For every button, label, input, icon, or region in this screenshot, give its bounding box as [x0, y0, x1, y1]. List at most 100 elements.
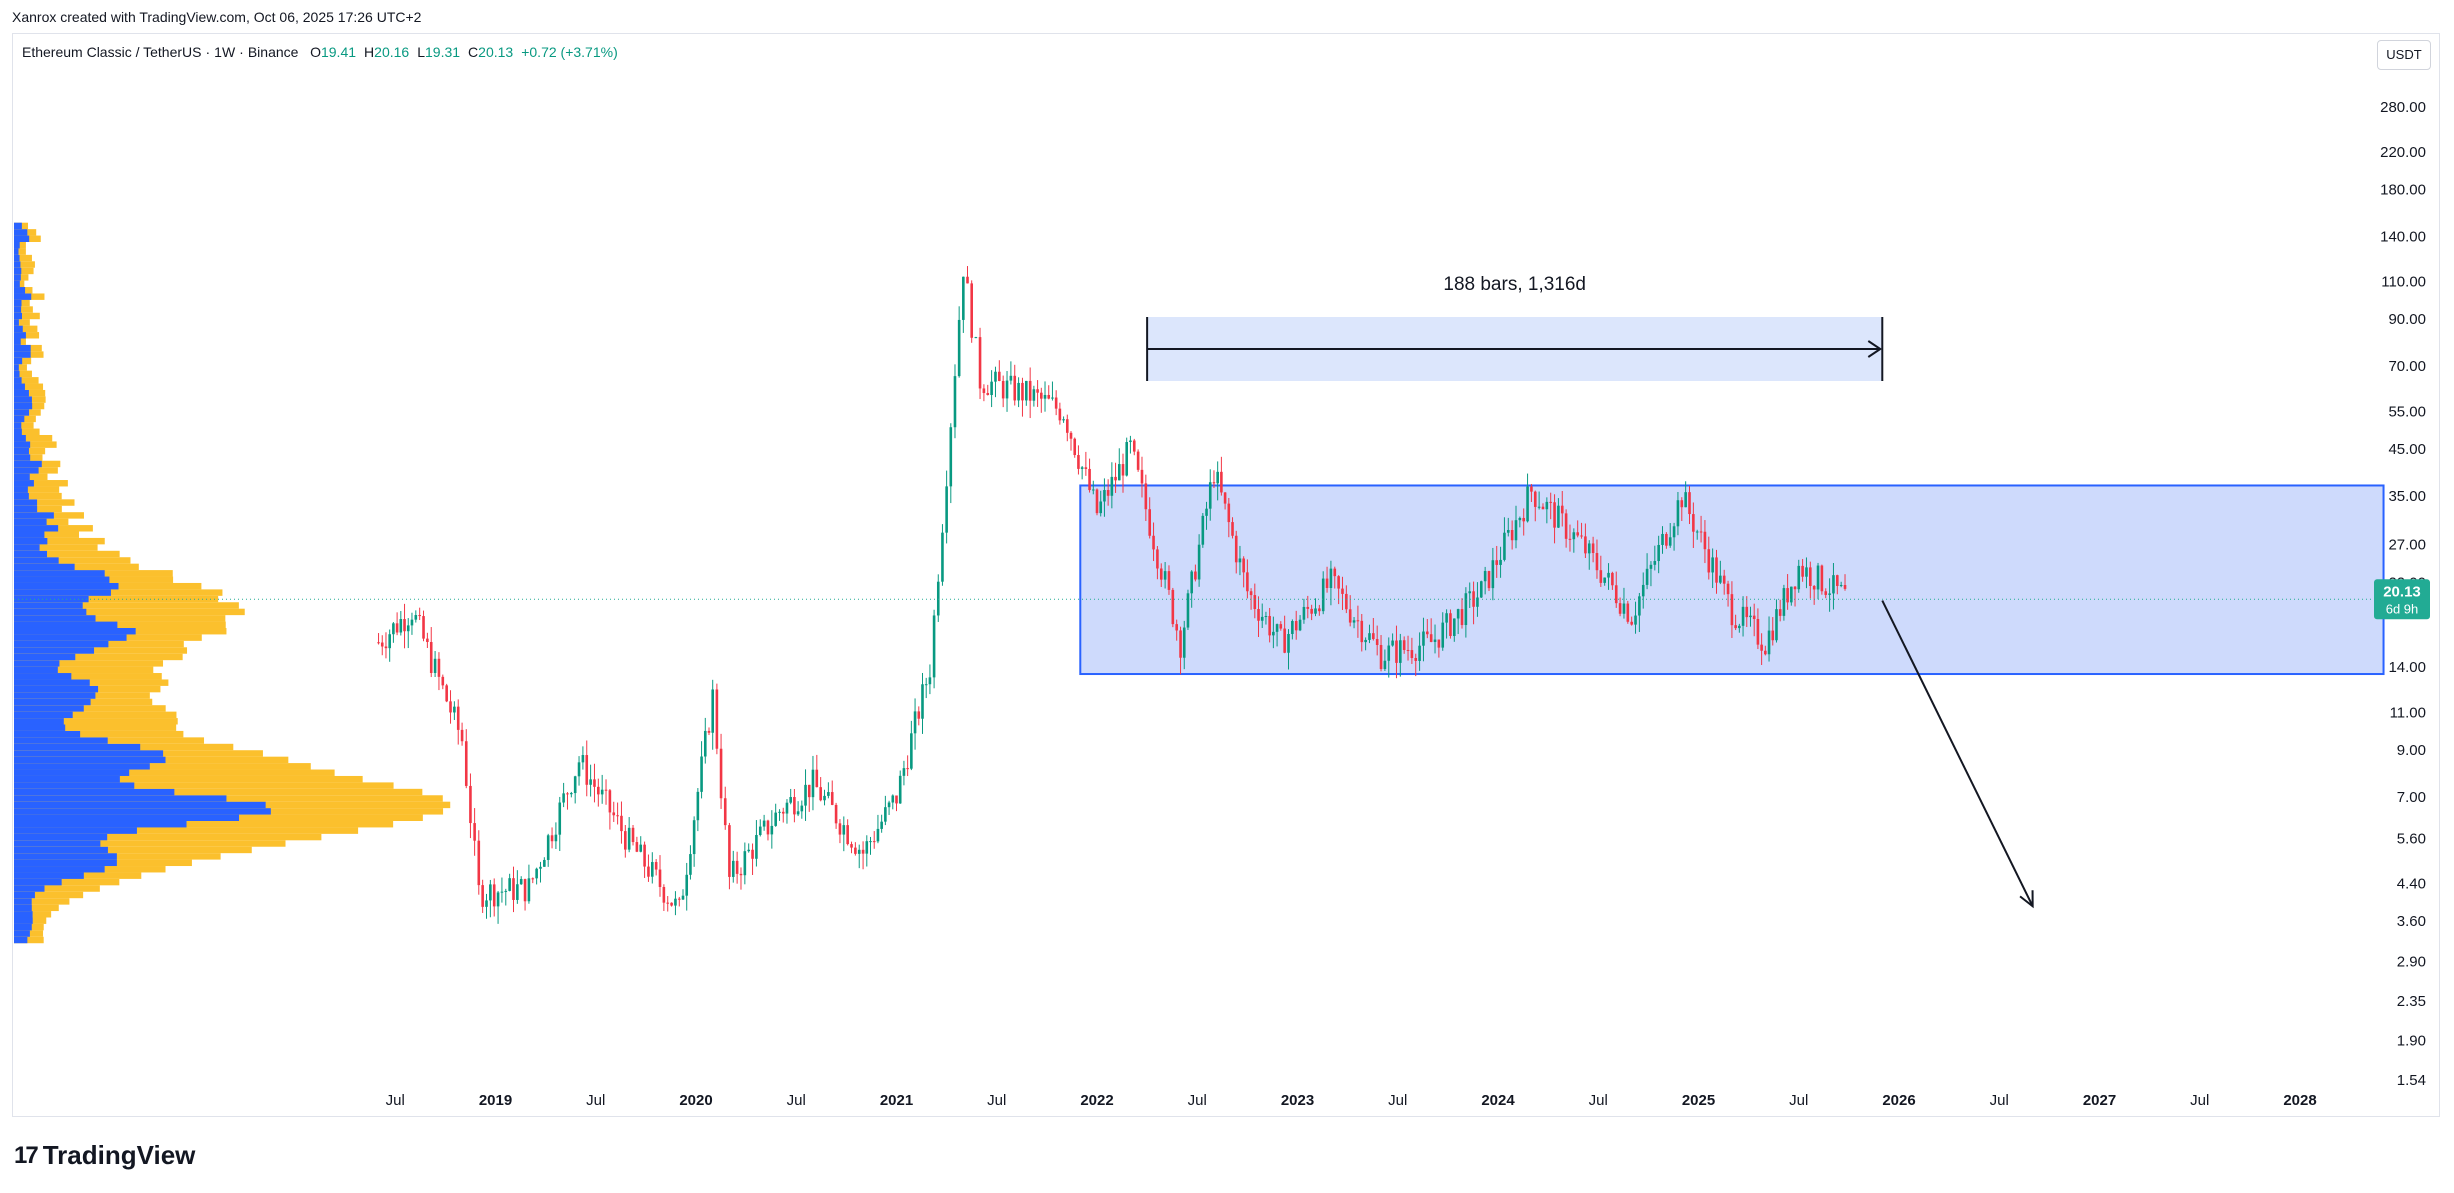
candle-body [1549, 501, 1552, 503]
candle-body [887, 802, 891, 808]
tradingview-brand[interactable]: 17 TradingView [14, 1140, 195, 1171]
candle-body [1433, 639, 1437, 642]
candle-body [1460, 609, 1464, 626]
candle-body [838, 823, 842, 835]
volume-profile-bar-up [14, 711, 73, 719]
volume-profile-bar-down [14, 447, 46, 455]
volume-profile-bar-down [14, 389, 46, 397]
candle-body [1287, 633, 1290, 653]
candle-body [460, 729, 464, 742]
candle-body [1179, 630, 1182, 658]
candle-body [1167, 571, 1171, 590]
candle-body [1487, 571, 1491, 589]
volume-profile-bar-up [14, 885, 45, 892]
candle-body [1684, 492, 1687, 508]
time-axis[interactable]: Jul 2019 Jul 2020 Jul 2021 Jul 2022 Jul 2023 Jul 20… [386, 1092, 2317, 1109]
candle-body [986, 393, 990, 396]
volume-profile-bar-up [14, 788, 175, 796]
price-axis[interactable]: 280.00 220.00 180.00 140.00 110.00 90.00 70.00… [2374, 99, 2430, 1089]
legend-interval[interactable]: 1W [214, 44, 236, 60]
candle-body [531, 878, 535, 880]
candle-body [707, 730, 711, 733]
candle-body [861, 849, 865, 854]
candle-body [949, 427, 953, 487]
candle-body [1564, 513, 1568, 539]
legend-symbol[interactable]: Ethereum Classic / TetherUS [22, 44, 202, 60]
volume-profile-bar-up [14, 480, 34, 487]
candle-body [1745, 606, 1749, 618]
candle-body [1778, 609, 1782, 616]
measure-arrow-head [1867, 340, 1883, 358]
volume-profile-bar-down [14, 660, 164, 667]
volume-profile-bar-up [14, 486, 28, 493]
volume-profile-bar-down [14, 898, 70, 905]
candle-body [1062, 419, 1065, 421]
volume-profile-bar-up [14, 801, 266, 809]
candle-body [1793, 586, 1797, 590]
y-tick-label: 5.60 [2397, 831, 2426, 848]
candle-body [830, 792, 834, 805]
candle-body [1387, 645, 1391, 661]
candle-body [1824, 591, 1828, 595]
candle-body [1125, 442, 1129, 476]
volume-profile-bar-up [14, 280, 20, 288]
candle-body [546, 835, 550, 860]
legend-change: +0.72 (+3.71%) [521, 44, 618, 60]
y-tick-label: 11.00 [2390, 704, 2426, 721]
candle-body [1809, 567, 1812, 586]
volume-profile-bar-down [14, 737, 205, 744]
candle-body [1054, 397, 1058, 409]
volume-profile-bar-up [14, 750, 164, 757]
candle-body [1005, 380, 1009, 399]
drawing-annotations[interactable]: 188 bars, 1,316d [1146, 274, 2034, 909]
candle-body [674, 898, 677, 906]
candle-body [681, 895, 685, 900]
candle-body [1756, 618, 1760, 645]
y-tick-label: 7.00 [2397, 789, 2426, 806]
candle-body [1197, 544, 1201, 580]
candle-body [945, 486, 948, 533]
volume-profile-bar-up [14, 859, 117, 867]
y-tick-label: 1.90 [2397, 1033, 2426, 1050]
volume-profile-bar-up [14, 312, 22, 320]
candle-body [627, 827, 631, 850]
candle-body [1630, 621, 1633, 625]
volume-profile-bar-up [14, 492, 29, 500]
candle-body [1468, 591, 1472, 594]
candle-body [936, 581, 940, 616]
candle-body [1771, 630, 1775, 641]
volume-profile-bar-up [14, 389, 29, 397]
candle-body [1518, 517, 1522, 521]
projection-arrow-head [2019, 890, 2034, 909]
x-tick-label: Jul [987, 1092, 1006, 1109]
y-tick-label: 27.00 [2388, 536, 2426, 553]
range-box [1079, 484, 2385, 676]
range-annotation[interactable] [1079, 484, 2385, 676]
volume-profile-bar-down [14, 602, 239, 609]
volume-profile-bar-down [14, 428, 40, 435]
volume-profile-bar-down [14, 473, 48, 481]
legend-exchange: Binance [247, 44, 299, 60]
candle-body [990, 381, 993, 396]
volume-profile-bar-down [14, 550, 120, 558]
candle-body [807, 784, 811, 798]
candle-body [1208, 482, 1212, 509]
candle-body [550, 835, 554, 842]
candle-body [1294, 620, 1298, 631]
candle-body [558, 802, 562, 835]
volume-profile-bar-down [14, 499, 75, 506]
currency-unit-button[interactable]: USDT [2377, 40, 2431, 70]
candle-body [624, 831, 627, 850]
candle-body [1645, 568, 1649, 585]
y-tick-label: 35.00 [2388, 488, 2426, 505]
candle-body [1216, 471, 1219, 484]
y-tick-label: 2.90 [2397, 954, 2426, 971]
candle-body [1220, 471, 1223, 493]
candle-body [1836, 575, 1839, 586]
volume-profile-bar-down [14, 679, 169, 686]
volume-profile-bar-down [14, 846, 252, 854]
volume-profile-bar-down [14, 615, 226, 622]
volume-profile-bar-up [14, 705, 84, 712]
candle-body [441, 676, 445, 686]
